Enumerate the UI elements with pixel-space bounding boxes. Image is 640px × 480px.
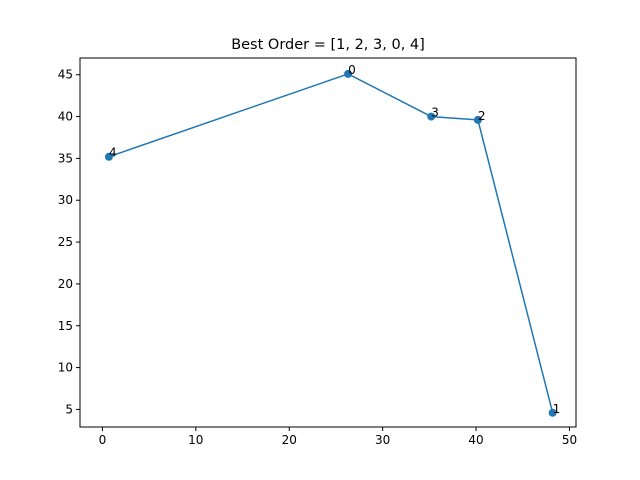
point-label-0: 0 (348, 63, 356, 77)
data-point-3 (427, 112, 436, 121)
data-point-1 (548, 408, 557, 417)
data-point-2 (473, 115, 482, 124)
y-tick-label: 15 (58, 319, 73, 333)
point-label-4: 4 (109, 146, 117, 160)
x-tick-label: 0 (99, 433, 107, 447)
y-tick-label: 5 (65, 402, 73, 416)
point-label-3: 3 (431, 106, 439, 120)
point-label-1: 1 (553, 402, 561, 416)
y-tick-label: 25 (58, 235, 73, 249)
x-tick-label: 40 (468, 433, 483, 447)
point-label-2: 2 (478, 109, 486, 123)
y-tick-label: 10 (58, 361, 73, 375)
data-point-0 (344, 69, 353, 78)
plot-area: 1 2 3 0 4 (104, 63, 561, 417)
y-tick-label: 30 (58, 193, 73, 207)
y-tick-label: 35 (58, 151, 73, 165)
chart-title: Best Order = [1, 2, 3, 0, 4] (231, 37, 425, 53)
y-tick-label: 40 (58, 110, 73, 124)
x-tick-label: 30 (375, 433, 390, 447)
x-tick-label: 20 (282, 433, 297, 447)
y-tick-label: 45 (58, 68, 73, 82)
x-tick-label: 50 (562, 433, 577, 447)
data-point-4 (104, 152, 113, 161)
y-tick-label: 20 (58, 277, 73, 291)
x-tick-label: 10 (188, 433, 203, 447)
